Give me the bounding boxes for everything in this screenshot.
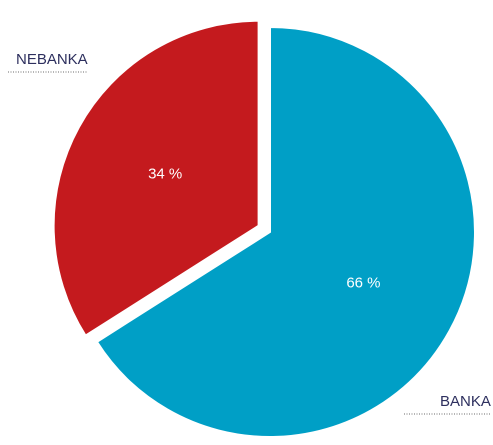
value-label-banka: 66 % [346,274,380,291]
pie-slice-banka [95,25,476,438]
category-label-banka: BANKA [440,393,491,410]
pie-value-labels: 66 % 34 % [148,165,380,291]
category-label-nebanka: NEBANKA [16,51,88,68]
pie-slice-nebanka [52,19,260,337]
pie-slices [52,19,476,438]
value-label-nebanka: 34 % [148,165,182,182]
